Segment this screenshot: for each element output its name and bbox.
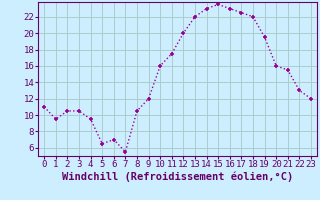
X-axis label: Windchill (Refroidissement éolien,°C): Windchill (Refroidissement éolien,°C) — [62, 172, 293, 182]
